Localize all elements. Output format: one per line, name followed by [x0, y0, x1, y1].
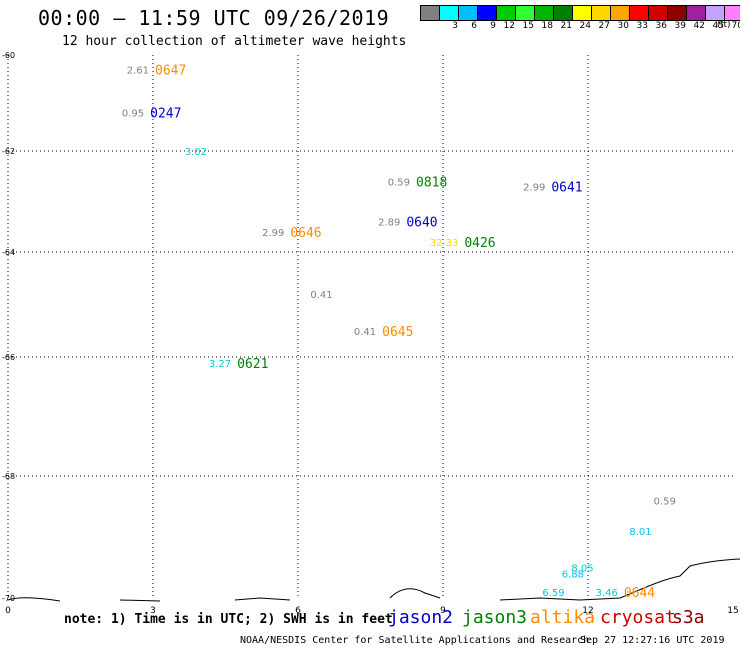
generated-timestamp: Sep 27 12:27:16 UTC 2019: [580, 635, 725, 646]
observation: 0.41: [310, 290, 332, 301]
pass-time-label: 0646: [290, 226, 321, 241]
legend-label: 3: [452, 21, 458, 31]
legend-swatch: 42: [686, 5, 706, 31]
legend-label: 24: [579, 21, 591, 31]
coastline-path: [7, 558, 740, 602]
legend-label: 30: [617, 21, 629, 31]
observation: 2.99 0641: [523, 180, 583, 195]
y-tick-label: -62: [2, 147, 15, 156]
legend-label: 9: [490, 21, 496, 31]
y-tick-label: -70: [2, 594, 15, 603]
observation: 2.89 0640: [378, 216, 438, 231]
coastline: [7, 558, 740, 602]
swh-label: 3.46: [596, 588, 618, 599]
pass-time-label: 0647: [155, 63, 186, 78]
pass-time-label: 0621: [237, 357, 268, 372]
x-tick-label: 3: [150, 606, 156, 616]
pass-time-label: 0247: [150, 107, 181, 122]
observation: 8.05: [571, 564, 593, 575]
y-tick-label: -64: [2, 248, 15, 257]
observation: 3.46 0644: [596, 586, 656, 601]
legend-label: 33: [636, 21, 648, 31]
credit-line: NOAA/NESDIS Center for Satellite Applica…: [240, 635, 590, 646]
legend-label: 27: [598, 21, 610, 31]
axis-ticks: 0 3 6 9 12 15 -60 -62 -64 -66 -68 -70: [2, 51, 739, 616]
swh-label: 2.89: [378, 218, 400, 229]
legend-unit: (ft): [717, 20, 731, 30]
swh-label: 6.59: [542, 588, 564, 599]
swh-label: 8.01: [629, 527, 651, 538]
satellite-jason3: jason3: [462, 607, 528, 628]
pass-time-label: 0426: [464, 236, 495, 251]
legend-label: 15: [522, 21, 534, 31]
pass-time-label: 0645: [382, 325, 413, 340]
observation: 6.88: [562, 570, 584, 581]
satellite-jason2: jason2: [388, 607, 454, 628]
observation: 2.61 0647: [127, 63, 187, 78]
legend-label: 6: [471, 21, 477, 31]
observations-layer: 2.61 0647 0.95 0247 3.02 0.59 0818 2.99 0641 2.89…: [122, 63, 676, 601]
swh-label: 6.88: [562, 570, 584, 581]
observation: 8.01: [629, 527, 651, 538]
swh-label: 0.59: [654, 496, 676, 507]
legend-swatch: 12: [496, 5, 516, 31]
x-tick-label: 9: [440, 606, 446, 616]
y-tick-label: -68: [2, 472, 15, 481]
legend-label: 18: [541, 21, 553, 31]
observation: 0.95 0247: [122, 107, 182, 122]
y-tick-label: -66: [2, 353, 15, 362]
observation: 32.33 0426: [430, 236, 496, 251]
swh-label: 2.61: [127, 65, 149, 76]
swh-label: 0.95: [122, 109, 144, 120]
x-tick-label: 0: [5, 606, 11, 616]
observation: 0.41 0645: [354, 325, 414, 340]
legend-label: 45: [712, 21, 724, 31]
legend-label: 70: [731, 21, 740, 31]
satellite-s3a: s3a: [672, 607, 705, 628]
swh-label: 3.27: [209, 359, 231, 370]
pass-time-label: 0640: [406, 216, 437, 231]
observation: 6.59: [542, 588, 564, 599]
observation: 0.59: [654, 496, 676, 507]
swh-label: 0.41: [354, 327, 376, 338]
satellite-altika: altika: [530, 607, 596, 628]
legend-label: 39: [674, 21, 686, 31]
legend-label: 12: [503, 21, 515, 31]
map-subtitle: 12 hour collection of altimeter wave hei…: [62, 34, 407, 49]
footer-note: note: 1) Time is in UTC; 2) SWH is in fe…: [64, 612, 393, 627]
map-grid: [7, 55, 733, 598]
pass-time-label: 0818: [416, 175, 447, 190]
x-tick-label: 15: [727, 606, 738, 616]
y-tick-label: -60: [2, 51, 15, 60]
legend-label: 36: [655, 21, 667, 31]
observation: 3.02: [185, 147, 207, 158]
pass-time-label: 0644: [624, 586, 655, 601]
legend-label: 21: [560, 21, 572, 31]
x-tick-label: 6: [295, 606, 301, 616]
legend-swatch: 70: [724, 5, 740, 31]
swh-label: 0.41: [310, 290, 332, 301]
legend-label: 42: [693, 21, 705, 31]
observation: 2.99 0646: [262, 226, 322, 241]
swh-label: 0.59: [388, 177, 410, 188]
satellite-cryosat: cryosat: [600, 607, 676, 628]
legend-swatch: 21: [553, 5, 573, 31]
wave-height-legend: 36912151821242730333639424570: [420, 5, 740, 31]
map-title: 00:00 – 11:59 UTC 09/26/2019: [38, 6, 390, 30]
observation: 0.59 0818: [388, 175, 448, 190]
pass-time-label: 0641: [551, 180, 582, 195]
swh-label: 2.99: [262, 228, 284, 239]
swh-label: 8.05: [571, 564, 593, 575]
observation: 3.27 0621: [209, 357, 269, 372]
swh-label: 2.99: [523, 182, 545, 193]
swh-label: 32.33: [430, 238, 459, 249]
swh-label: 3.02: [185, 147, 207, 158]
x-tick-label: 12: [582, 606, 593, 616]
